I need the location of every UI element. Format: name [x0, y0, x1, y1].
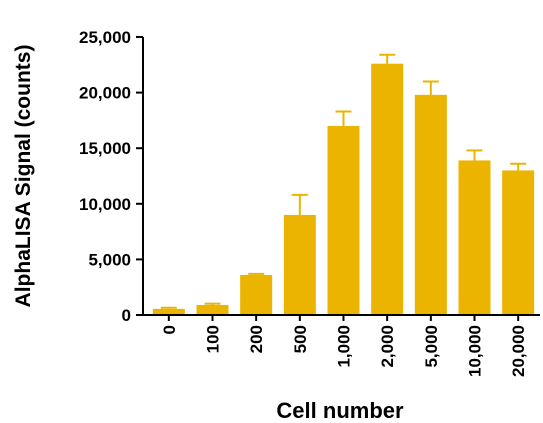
x-tick-label: 5,000 [422, 325, 441, 368]
bar [240, 274, 273, 315]
bar [414, 94, 447, 315]
x-tick-label: 0 [160, 325, 179, 334]
y-tick-label: 10,000 [79, 195, 131, 214]
x-tick-label: 100 [204, 325, 223, 353]
bars-group [152, 53, 535, 316]
y-axis-title: AlphaLISA Signal (counts) [12, 45, 35, 308]
bar [152, 308, 185, 315]
bar [283, 214, 316, 315]
x-tick-label: 500 [291, 325, 310, 353]
bar [458, 160, 491, 315]
bar [502, 170, 535, 315]
x-tick-label: 200 [247, 325, 266, 353]
x-tick-label: 20,000 [509, 325, 528, 377]
y-tick-label: 5,000 [88, 250, 131, 269]
y-tick-label: 25,000 [79, 28, 131, 47]
x-axis-title: Cell number [276, 398, 404, 423]
bar [327, 125, 360, 316]
y-tick-label: 15,000 [79, 139, 131, 158]
x-tick-label: 2,000 [378, 325, 397, 368]
bar [196, 304, 229, 315]
x-tick-label: 1,000 [335, 325, 354, 368]
x-tick-label: 10,000 [466, 325, 485, 377]
y-axis: 0 5,000 10,000 15,000 20,000 25,000 [79, 28, 144, 325]
x-axis: 0 100 200 500 1,000 2,000 5,000 10,000 20,000 [142, 314, 540, 377]
y-tick-label: 0 [122, 306, 131, 325]
y-tick-label: 20,000 [79, 84, 131, 103]
bar [371, 63, 404, 315]
